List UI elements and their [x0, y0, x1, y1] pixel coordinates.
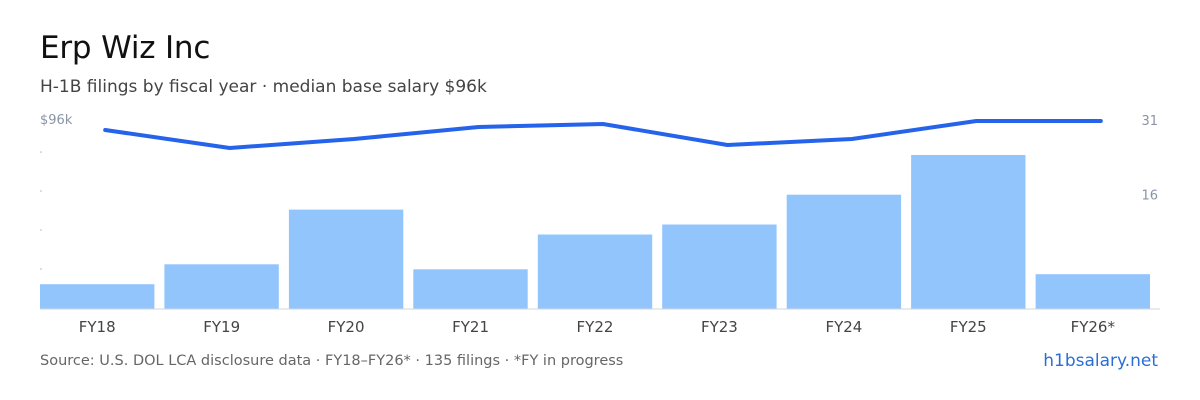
bar-FY20: [288, 209, 404, 309]
x-tick-label: FY26*: [1071, 318, 1116, 336]
left-axis-dots: [40, 151, 42, 270]
bar-FY24: [786, 194, 902, 309]
bar-FY22: [537, 234, 653, 309]
salary-line: [103, 119, 1103, 150]
x-tick-label: FY19: [203, 318, 240, 336]
x-tick-label: FY21: [452, 318, 489, 336]
x-tick-label: FY20: [328, 318, 365, 336]
chart-title: Erp Wiz Inc: [40, 30, 211, 66]
x-tick-label: FY22: [577, 318, 614, 336]
right-axis-tick: 31: [1141, 114, 1158, 129]
left-axis-dot: [40, 190, 42, 192]
bar-FY25: [911, 155, 1026, 309]
right-axis-ticks: 31 16: [1141, 114, 1158, 204]
left-axis-dot: [40, 268, 42, 270]
left-axis-dot: [40, 229, 42, 231]
bar-series: [40, 155, 1150, 309]
source-note: Source: U.S. DOL LCA disclosure data · F…: [40, 353, 624, 369]
left-axis-label: $96k: [40, 113, 73, 128]
bar-FY23: [662, 224, 777, 309]
left-axis-dot: [40, 151, 42, 153]
x-tick-label: FY23: [701, 318, 738, 336]
bar-FY19: [164, 264, 279, 309]
x-tick-label: FY18: [79, 318, 116, 336]
x-axis-labels: FY18 FY19 FY20 FY21 FY22 FY23 FY24 FY25 FY26*: [79, 318, 1116, 336]
bar-FY21: [413, 269, 528, 309]
x-tick-label: FY25: [950, 318, 987, 336]
bar-FY18: [40, 284, 155, 309]
brand-link[interactable]: h1bsalary.net: [1043, 351, 1158, 371]
bar-FY26: [1035, 274, 1150, 309]
right-axis-tick: 16: [1141, 189, 1158, 204]
x-tick-label: FY24: [825, 318, 862, 336]
chart-subtitle: H-1B filings by fiscal year · median bas…: [40, 77, 487, 97]
